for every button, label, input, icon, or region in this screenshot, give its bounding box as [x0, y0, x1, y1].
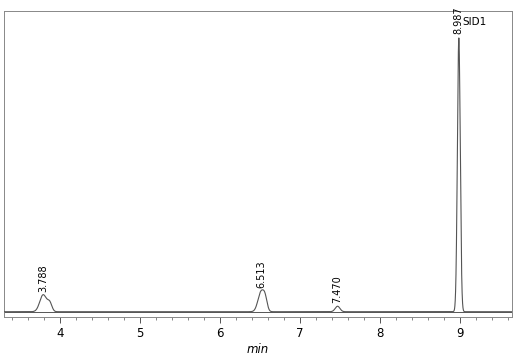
Text: 8.987: 8.987 [454, 6, 464, 34]
Text: 7.470: 7.470 [332, 276, 343, 303]
Text: 6.513: 6.513 [256, 260, 266, 288]
Text: SID1: SID1 [463, 17, 487, 27]
X-axis label: min: min [247, 343, 269, 356]
Text: 3.788: 3.788 [38, 264, 48, 292]
